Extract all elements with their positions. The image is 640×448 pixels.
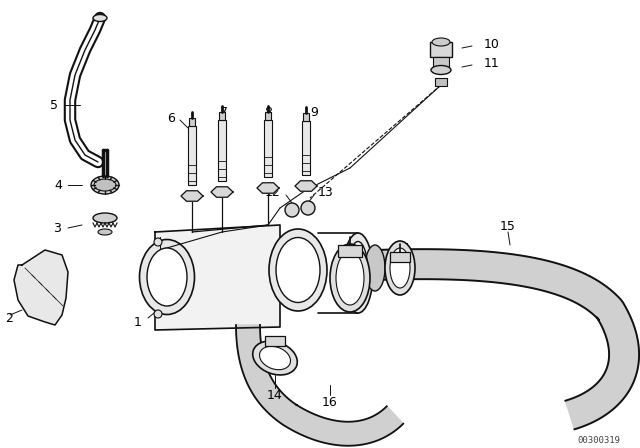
Text: 00300319: 00300319 — [577, 435, 620, 444]
Ellipse shape — [93, 14, 107, 22]
Polygon shape — [211, 187, 233, 197]
Ellipse shape — [98, 229, 112, 235]
Polygon shape — [295, 181, 317, 191]
Ellipse shape — [343, 233, 373, 313]
Bar — [188, 126, 196, 185]
Text: 10: 10 — [484, 38, 500, 51]
Bar — [218, 120, 226, 181]
Bar — [433, 57, 449, 67]
Text: 2: 2 — [5, 311, 13, 324]
Text: 12: 12 — [264, 185, 280, 198]
Circle shape — [301, 201, 315, 215]
Bar — [219, 112, 225, 120]
Ellipse shape — [259, 346, 291, 370]
Ellipse shape — [91, 176, 119, 194]
Polygon shape — [181, 191, 203, 201]
Text: 15: 15 — [500, 220, 516, 233]
Text: 6: 6 — [167, 112, 175, 125]
Bar — [303, 113, 309, 121]
Bar — [189, 118, 195, 126]
Polygon shape — [14, 250, 68, 325]
Ellipse shape — [140, 240, 195, 314]
Ellipse shape — [432, 38, 450, 46]
Text: 16: 16 — [322, 396, 338, 409]
Ellipse shape — [431, 65, 451, 74]
Bar — [435, 78, 447, 86]
Bar — [430, 42, 452, 57]
Bar — [302, 121, 310, 175]
Bar — [265, 112, 271, 120]
Polygon shape — [374, 249, 639, 429]
Ellipse shape — [94, 179, 116, 191]
Ellipse shape — [253, 341, 298, 375]
Text: 1: 1 — [134, 315, 142, 328]
Ellipse shape — [276, 237, 320, 302]
Text: 4: 4 — [54, 178, 62, 191]
Text: 14: 14 — [267, 388, 283, 401]
Ellipse shape — [385, 241, 415, 295]
Ellipse shape — [336, 251, 364, 305]
Polygon shape — [236, 325, 403, 446]
Bar — [390, 252, 410, 262]
Text: 11: 11 — [484, 56, 500, 69]
Ellipse shape — [330, 244, 370, 312]
Ellipse shape — [390, 248, 410, 288]
Text: 14: 14 — [395, 241, 411, 254]
Ellipse shape — [154, 310, 162, 318]
Circle shape — [285, 203, 299, 217]
Ellipse shape — [93, 213, 117, 223]
Text: 5: 5 — [50, 99, 58, 112]
Bar — [338, 245, 362, 257]
Bar — [264, 120, 272, 177]
Polygon shape — [155, 225, 280, 330]
Ellipse shape — [348, 241, 368, 305]
Text: 7: 7 — [220, 105, 228, 119]
Polygon shape — [257, 183, 279, 193]
Ellipse shape — [147, 248, 187, 306]
Ellipse shape — [154, 238, 162, 246]
Ellipse shape — [365, 245, 385, 291]
Text: 3: 3 — [53, 221, 61, 234]
Bar — [265, 336, 285, 346]
Ellipse shape — [269, 229, 327, 311]
Text: 13: 13 — [318, 185, 333, 198]
Text: 8: 8 — [264, 105, 272, 119]
Text: 9: 9 — [310, 105, 318, 119]
